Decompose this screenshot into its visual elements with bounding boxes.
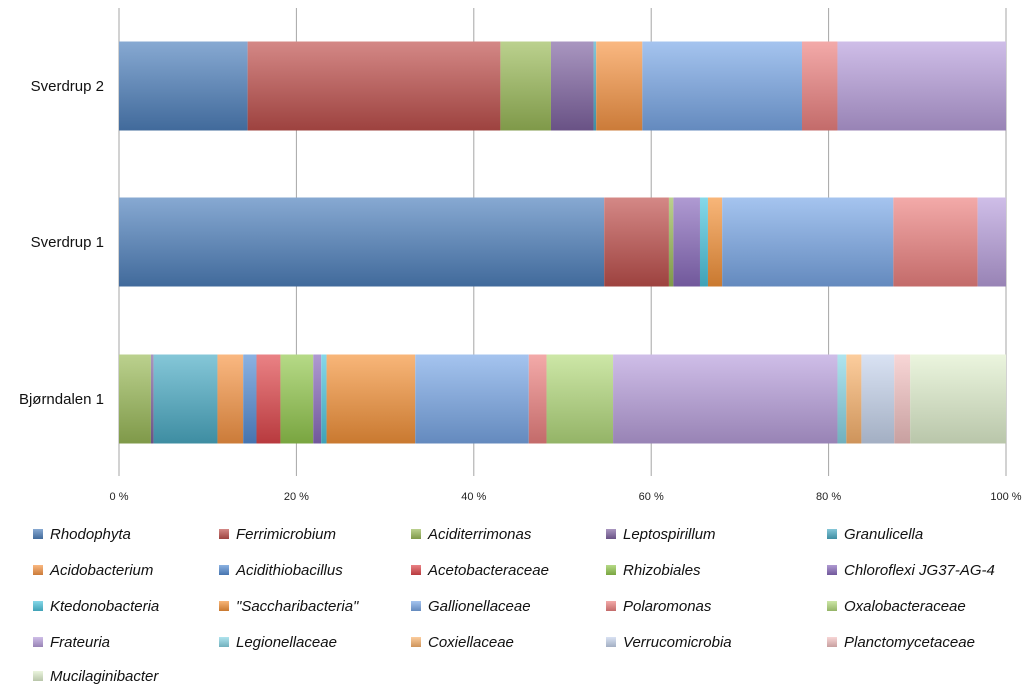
legend-label: Ktedonobacteria (50, 598, 159, 615)
bar-segment (546, 354, 614, 444)
bar-segment (243, 354, 257, 444)
legend-swatch (219, 565, 229, 575)
legend-swatch (219, 637, 229, 647)
bar-segment (722, 197, 894, 287)
bar-segment (977, 197, 1006, 287)
bar-segment (217, 354, 244, 444)
bar-segment (326, 354, 416, 444)
legend-label: Gallionellaceae (428, 598, 531, 615)
bar-segment (699, 197, 708, 287)
legend-label: Coxiellaceae (428, 634, 514, 651)
legend-swatch (606, 529, 616, 539)
bar-segment (321, 354, 327, 444)
legend-label: Rhodophyta (50, 526, 131, 543)
bar-segment (604, 197, 669, 287)
legend-swatch (33, 601, 43, 611)
legend-swatch (606, 601, 616, 611)
bar-segment (247, 41, 501, 131)
legend-swatch (827, 601, 837, 611)
legend-label: Planctomycetaceae (844, 634, 975, 651)
x-tick-label: 60 % (639, 491, 664, 503)
bar-segment (894, 354, 911, 444)
bar-segment (150, 354, 154, 444)
legend-label: Verrucomicrobia (623, 634, 732, 651)
bar-segment (596, 41, 643, 131)
legend-swatch (411, 637, 421, 647)
bar-segment (673, 197, 700, 287)
legend-swatch (411, 601, 421, 611)
bar-segment (861, 354, 895, 444)
legend-label: Ferrimicrobium (236, 526, 336, 543)
legend-swatch (827, 529, 837, 539)
bar-segment (642, 41, 802, 131)
legend-label: Legionellaceae (236, 634, 337, 651)
legend-label: Mucilaginibacter (50, 668, 159, 685)
legend-swatch (33, 671, 43, 681)
bar-segment (528, 354, 547, 444)
legend-swatch (827, 637, 837, 647)
legend-label: Acidithiobacillus (235, 562, 343, 579)
bar-segment (707, 197, 723, 287)
bar-segment (256, 354, 281, 444)
x-tick-label: 100 % (990, 491, 1021, 503)
x-tick-label: 0 % (110, 491, 129, 503)
legend: Rhodophyta Ferrimicrobium Aciditerrimonas L… (33, 526, 995, 685)
bar-segment (119, 354, 151, 444)
legend-label: Oxalobacteraceae (844, 598, 966, 615)
bar-segment (893, 197, 978, 287)
bar-segment (668, 197, 674, 287)
bar-segment (613, 354, 838, 444)
bar-segment (119, 41, 248, 131)
legend-swatch (606, 637, 616, 647)
x-tick-label: 80 % (816, 491, 841, 503)
legend-label: Rhizobiales (623, 562, 701, 579)
bar-segment (550, 41, 594, 131)
legend-label: Acetobacteraceae (427, 562, 549, 579)
bar-segment (280, 354, 314, 444)
category-label: Bjørndalen 1 (19, 391, 104, 408)
x-tick-label: 20 % (284, 491, 309, 503)
legend-label: "Saccharibacteria" (236, 598, 359, 615)
legend-swatch (219, 529, 229, 539)
bars (119, 41, 1006, 444)
bar-segment (119, 197, 605, 287)
legend-label: Acidobacterium (49, 562, 153, 579)
x-tick-label: 40 % (461, 491, 486, 503)
bar-segment (837, 354, 847, 444)
legend-label: Leptospirillum (623, 526, 716, 543)
legend-swatch (411, 529, 421, 539)
axes: 0 % 20 % 40 % 60 % 80 % 100 % Sverdrup 2 Sverdr… (19, 78, 1022, 503)
legend-swatch (33, 637, 43, 647)
bar-segment (846, 354, 862, 444)
legend-swatch (411, 565, 421, 575)
category-label: Sverdrup 2 (31, 78, 104, 95)
category-label: Sverdrup 1 (31, 234, 104, 251)
legend-label: Aciditerrimonas (427, 526, 532, 543)
bar-segment (415, 354, 529, 444)
bar-segment (801, 41, 838, 131)
legend-label: Chloroflexi JG37-AG-4 (844, 562, 995, 579)
legend-swatch (827, 565, 837, 575)
legend-label: Frateuria (50, 634, 110, 651)
bar-segment (837, 41, 1006, 131)
legend-swatch (33, 565, 43, 575)
bar-segment (500, 41, 551, 131)
bar-segment (593, 41, 597, 131)
bar-segment (153, 354, 218, 444)
legend-label: Polaromonas (623, 598, 712, 615)
bar-segment (910, 354, 1006, 444)
legend-swatch (219, 601, 229, 611)
legend-swatch (606, 565, 616, 575)
bar-segment (313, 354, 322, 444)
legend-swatch (33, 529, 43, 539)
legend-label: Granulicella (844, 526, 923, 543)
